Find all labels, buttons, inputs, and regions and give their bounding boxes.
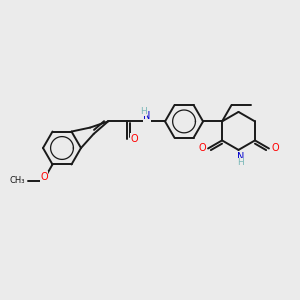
Text: N: N [143, 111, 151, 122]
Text: O: O [271, 143, 279, 154]
Text: O: O [40, 172, 48, 182]
Text: CH₃: CH₃ [9, 176, 25, 185]
Text: H: H [140, 107, 146, 116]
Text: N: N [237, 152, 244, 162]
Text: H: H [237, 158, 244, 167]
Text: O: O [198, 143, 206, 154]
Text: O: O [130, 134, 138, 143]
